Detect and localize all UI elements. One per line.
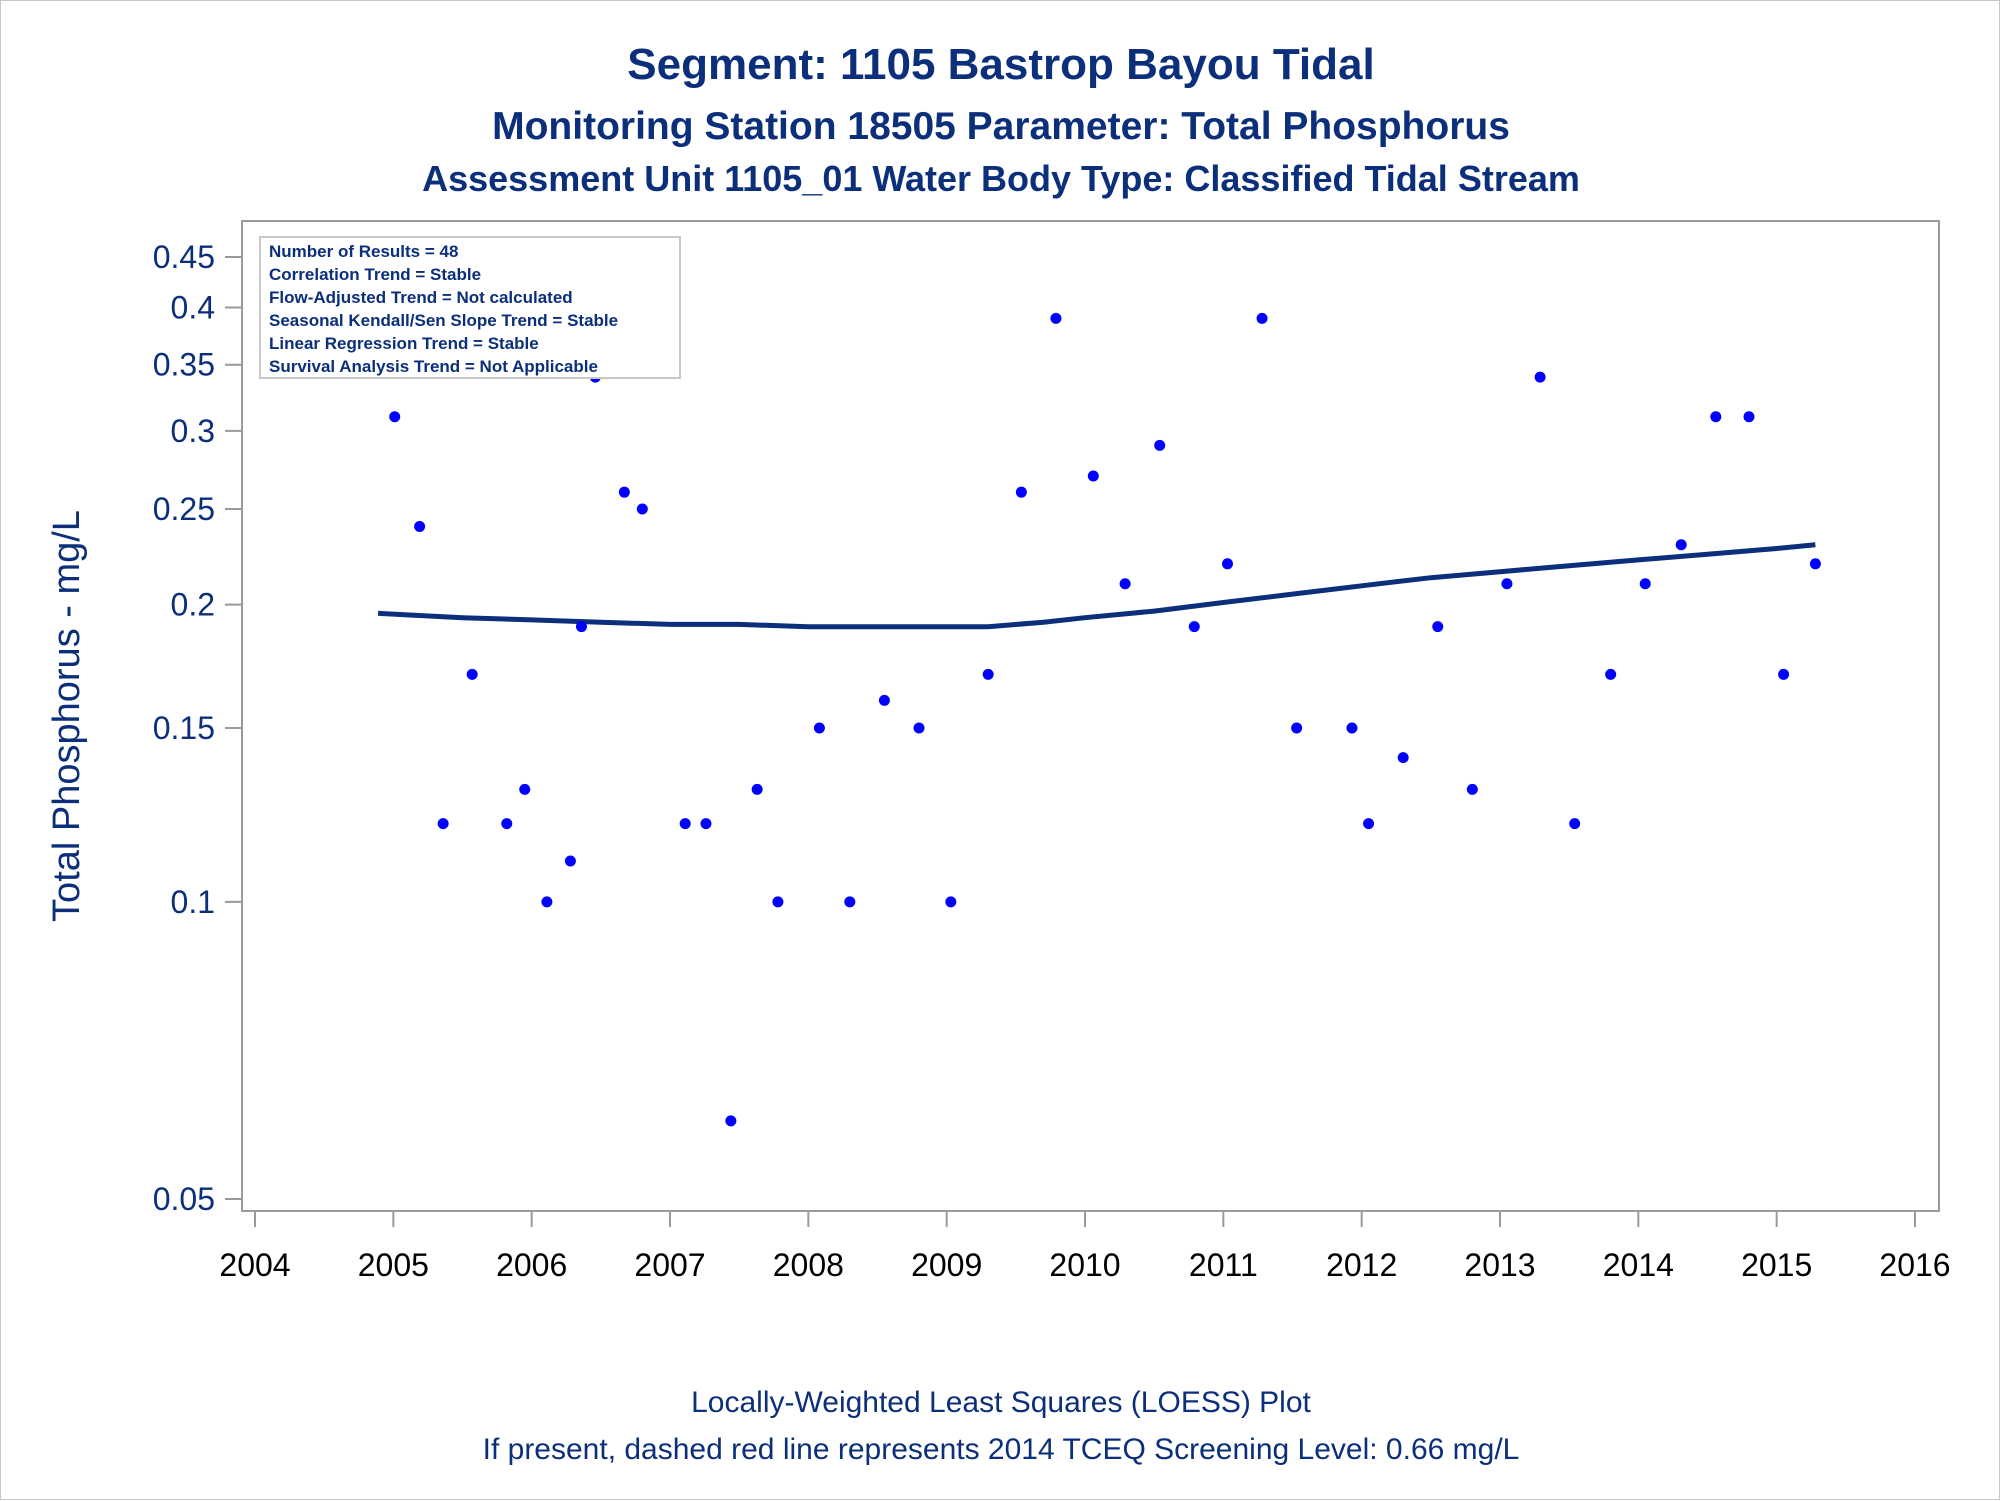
data-point [1432, 621, 1444, 633]
data-point [389, 411, 401, 423]
data-point [1188, 621, 1200, 633]
y-tick-label: 0.4 [171, 289, 215, 325]
data-point [1050, 312, 1062, 324]
x-tick-label: 2008 [773, 1247, 844, 1283]
data-point [813, 722, 825, 734]
data-points [372, 242, 1821, 1127]
data-point [751, 783, 763, 795]
data-point [1087, 470, 1099, 482]
y-tick-label: 0.25 [153, 491, 215, 527]
y-axis: 0.45 0.4 0.35 0.3 0.25 0.2 0.15 0.1 0.05 [153, 239, 242, 1217]
y-tick-label: 0.2 [171, 587, 215, 623]
data-point [1743, 411, 1755, 423]
data-point [575, 621, 587, 633]
data-point [1015, 486, 1027, 498]
chart-subtitle-2: Assessment Unit 1105_01 Water Body Type:… [422, 158, 1580, 199]
data-point [1534, 371, 1546, 383]
data-point [1346, 722, 1358, 734]
y-tick-label: 0.15 [153, 710, 215, 746]
x-tick-label: 2014 [1603, 1247, 1674, 1283]
x-tick-label: 2016 [1879, 1247, 1950, 1283]
data-point [1710, 411, 1722, 423]
data-point [564, 855, 576, 867]
data-point [1256, 312, 1268, 324]
data-point [1501, 578, 1513, 590]
plot-area [241, 220, 1940, 1212]
y-tick-label: 0.05 [153, 1181, 215, 1217]
x-tick-label: 2011 [1189, 1247, 1258, 1283]
data-point [618, 486, 630, 498]
data-point [945, 896, 957, 908]
x-tick-label: 2004 [219, 1247, 290, 1283]
data-point [1809, 558, 1821, 570]
x-tick-label: 2012 [1326, 1247, 1397, 1283]
data-point [437, 818, 449, 830]
stat-number-of-results: Number of Results = 48 [269, 242, 458, 261]
stat-correlation-trend: Correlation Trend = Stable [269, 265, 481, 284]
x-tick-label: 2006 [496, 1247, 567, 1283]
y-axis-label: Total Phosphorus - mg/L [46, 510, 88, 922]
data-point [1778, 668, 1790, 680]
stats-box: Number of Results = 48 Correlation Trend… [259, 236, 681, 379]
data-point [1221, 558, 1233, 570]
stat-flow-adjusted-trend: Flow-Adjusted Trend = Not calculated [269, 288, 573, 307]
x-tick-label: 2007 [634, 1247, 705, 1283]
data-point [501, 818, 513, 830]
loess-curve [377, 542, 1816, 630]
y-tick-label: 0.1 [171, 884, 215, 920]
stat-linear-regression-trend: Linear Regression Trend = Stable [269, 334, 539, 353]
chart-title: Segment: 1105 Bastrop Bayou Tidal [627, 40, 1374, 89]
data-point [414, 520, 426, 532]
data-point [541, 896, 553, 908]
data-point [1363, 818, 1375, 830]
x-tick-label: 2009 [911, 1247, 982, 1283]
data-point [1119, 578, 1131, 590]
x-tick-label: 2005 [358, 1247, 429, 1283]
stat-seasonal-kendall-trend: Seasonal Kendall/Sen Slope Trend = Stabl… [269, 311, 618, 330]
data-point [878, 694, 890, 706]
data-point [1639, 578, 1651, 590]
data-point [519, 783, 531, 795]
x-tick-label: 2010 [1049, 1247, 1120, 1283]
data-point [982, 668, 994, 680]
y-tick-label: 0.3 [171, 413, 215, 449]
data-point [844, 896, 856, 908]
data-point [1466, 783, 1478, 795]
data-point [679, 818, 691, 830]
data-point [1569, 818, 1581, 830]
y-tick-label: 0.45 [153, 239, 215, 275]
data-point [636, 503, 648, 515]
x-axis: 2004 2005 2006 2007 2008 2009 2010 2011 2012 2013… [219, 1211, 1951, 1283]
data-point [913, 722, 925, 734]
footnote-loess: Locally-Weighted Least Squares (LOESS) P… [691, 1386, 1311, 1419]
data-point [725, 1115, 737, 1127]
chart-subtitle: Monitoring Station 18505 Parameter: Tota… [492, 105, 1510, 148]
data-point [1291, 722, 1303, 734]
data-point [1605, 668, 1617, 680]
data-point [466, 668, 478, 680]
footnote-screening-level: If present, dashed red line represents 2… [483, 1433, 1520, 1466]
stats-box-frame [259, 236, 681, 379]
data-point [1154, 439, 1166, 451]
data-point [700, 818, 712, 830]
data-point [1675, 539, 1687, 551]
data-point [772, 896, 784, 908]
x-tick-label: 2015 [1741, 1247, 1812, 1283]
y-tick-label: 0.35 [153, 347, 215, 383]
data-point [1397, 752, 1409, 764]
stat-survival-analysis-trend: Survival Analysis Trend = Not Applicable [269, 357, 598, 376]
x-tick-label: 2013 [1464, 1247, 1535, 1283]
